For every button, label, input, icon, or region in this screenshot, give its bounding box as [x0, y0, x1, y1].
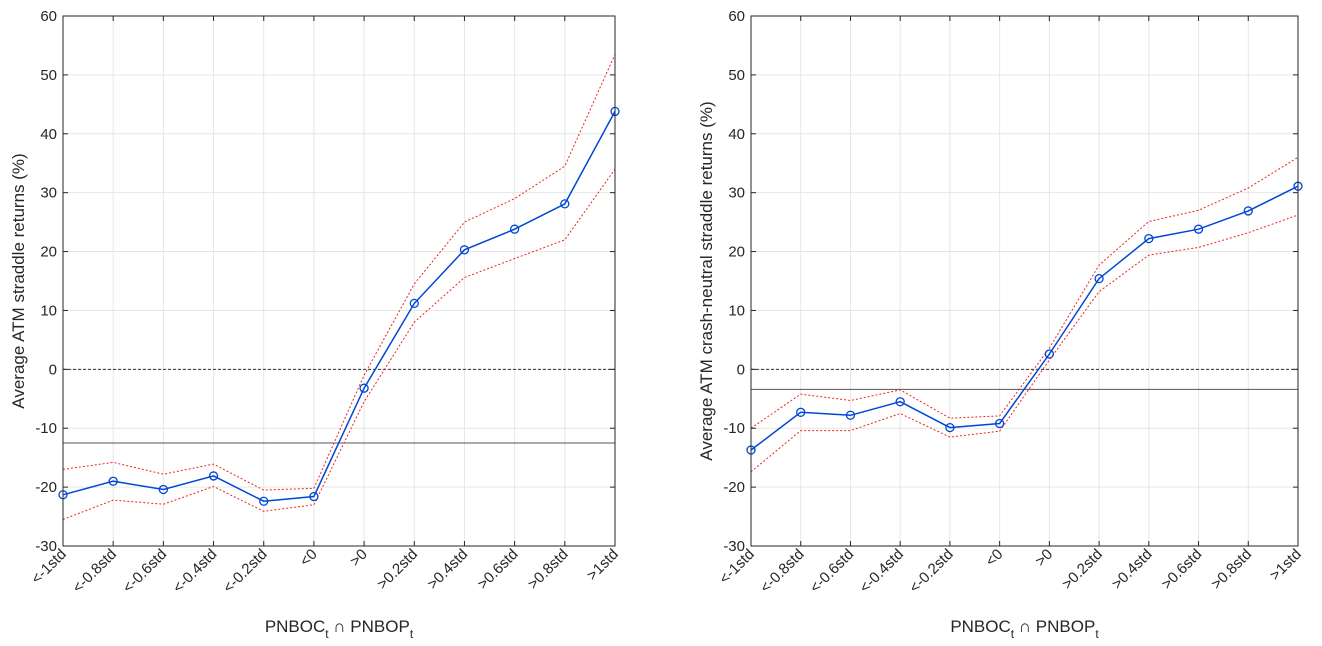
- x-tick-label: <-0.8std: [69, 546, 120, 597]
- x-axis-label-sub1: t: [1011, 627, 1015, 641]
- plot-area: [751, 16, 1298, 546]
- x-tick-label: >0.2std: [1059, 546, 1106, 593]
- x-tick-label: >0.2std: [374, 546, 421, 593]
- mean-point: [1094, 273, 1104, 284]
- mean-point: [459, 245, 470, 255]
- y-tick-label: 10: [728, 302, 745, 319]
- mean-point: [895, 397, 905, 407]
- x-tick-label: <-0.4std: [170, 546, 221, 597]
- mean-point: [208, 471, 219, 481]
- y-tick-label: 10: [40, 302, 57, 319]
- x-axis-label: PNBOCt ∩ PNBOPt: [265, 617, 414, 641]
- x-tick-label: >0.8std: [525, 546, 572, 593]
- x-tick-label: >0.4std: [1109, 546, 1156, 593]
- x-tick-label: >1std: [1267, 546, 1305, 584]
- x-tick-label: <-0.6std: [807, 546, 858, 597]
- x-axis-label-op: ∩: [1014, 617, 1036, 636]
- y-tick-label: -30: [723, 538, 745, 555]
- x-axis-label-main2: PNBOP: [1036, 617, 1096, 636]
- mean-point: [309, 491, 319, 502]
- x-tick-label: >0.8std: [1208, 546, 1255, 593]
- x-tick-label: >0: [1032, 546, 1056, 570]
- y-tick-label: 0: [49, 361, 57, 378]
- x-tick-label: <0: [297, 546, 321, 570]
- mean-point: [509, 224, 520, 234]
- mean-point: [945, 422, 955, 433]
- y-tick-label: -20: [35, 479, 57, 496]
- upper-band-line: [62, 54, 616, 491]
- x-axis-label-sub2: t: [1095, 627, 1099, 641]
- x-tick-label: <-0.2std: [906, 546, 957, 597]
- x-tick-label: >1std: [584, 546, 622, 584]
- x-tick-label: >0.6std: [474, 546, 521, 593]
- x-tick-label: >0.6std: [1158, 546, 1205, 593]
- x-axis-label-op: ∩: [329, 617, 351, 636]
- y-tick-label: -30: [35, 538, 57, 555]
- y-tick-label: -10: [723, 420, 745, 437]
- axes-box: [62, 15, 616, 547]
- x-axis-label-main2: PNBOP: [350, 617, 410, 636]
- lower-band-line: [62, 168, 616, 520]
- mean-point: [994, 418, 1005, 429]
- mean-point: [1243, 206, 1253, 216]
- lower-band-line: [750, 214, 1299, 473]
- y-tick-label: 30: [40, 185, 57, 202]
- mean-point: [359, 383, 369, 393]
- x-axis-label-main1: PNBOC: [950, 617, 1010, 636]
- y-tick-label: 40: [40, 126, 57, 143]
- x-tick-label: <0: [982, 546, 1006, 570]
- y-tick-label: 20: [728, 244, 745, 261]
- mean-point: [1044, 349, 1055, 359]
- y-tick-label: -20: [723, 479, 745, 496]
- x-tick-label: <-0.6std: [120, 546, 171, 597]
- axes-box: [750, 15, 1299, 547]
- y-axis-label: Average ATM straddle returns (%): [9, 153, 28, 408]
- x-tick-label: <-0.4std: [856, 546, 907, 597]
- mean-point: [560, 199, 570, 209]
- y-tick-label: 60: [40, 8, 57, 25]
- y-tick-label: 60: [728, 8, 745, 25]
- y-tick-label: 40: [728, 126, 745, 143]
- mean-point: [259, 496, 269, 506]
- mean-line: [750, 185, 1299, 451]
- x-tick-label: <-0.8std: [757, 546, 808, 597]
- x-axis-label-sub2: t: [410, 627, 414, 641]
- mean-line: [62, 111, 616, 502]
- mean-point: [158, 484, 169, 495]
- y-tick-label: 50: [40, 67, 57, 84]
- mean-point: [1144, 233, 1154, 244]
- x-axis-label-sub1: t: [325, 627, 329, 641]
- mean-point: [108, 476, 118, 486]
- x-tick-label: <-0.2std: [220, 546, 271, 597]
- mean-point: [409, 298, 419, 309]
- x-tick-label: >0: [347, 546, 371, 570]
- x-tick-label: >0.4std: [424, 546, 471, 593]
- y-tick-label: 30: [728, 185, 745, 202]
- y-tick-label: 0: [737, 361, 745, 378]
- x-axis-label-main1: PNBOC: [265, 617, 325, 636]
- x-axis-label: PNBOCt ∩ PNBOPt: [950, 617, 1099, 641]
- mean-point: [845, 410, 856, 420]
- y-tick-label: -10: [35, 420, 57, 437]
- mean-point: [1193, 224, 1204, 234]
- mean-point: [796, 407, 806, 417]
- y-axis-label: Average ATM crash-neutral straddle retur…: [697, 101, 716, 460]
- y-tick-label: 20: [40, 244, 57, 261]
- plot-area: [63, 16, 615, 546]
- y-tick-label: 50: [728, 67, 745, 84]
